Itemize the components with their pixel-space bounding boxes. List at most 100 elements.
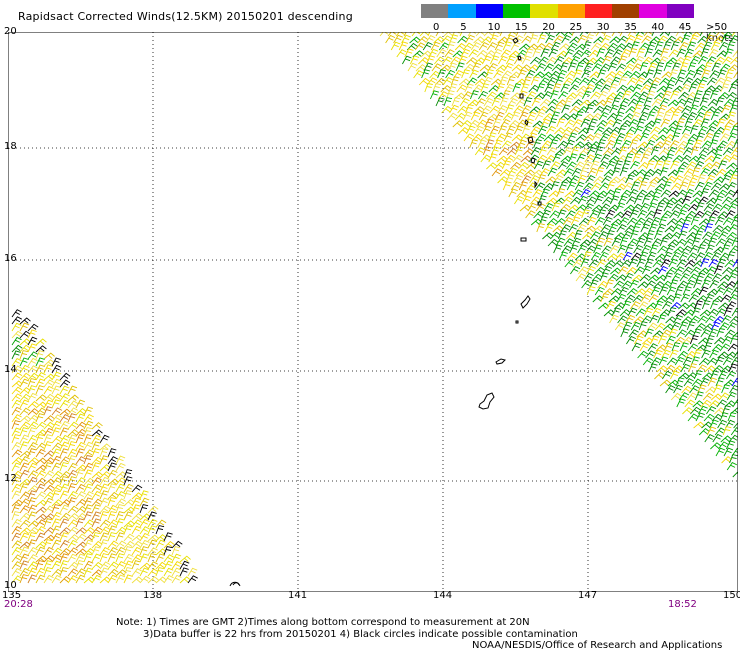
- wind-barb: [706, 56, 717, 65]
- wind-barb: [43, 406, 53, 416]
- wind-barb: [638, 321, 648, 331]
- wind-barb: [624, 294, 636, 303]
- wind-barb: [622, 321, 633, 331]
- wind-barb: [139, 546, 149, 556]
- wind-barb: [722, 287, 734, 296]
- wind-barb: [682, 55, 692, 65]
- wind-barb: [546, 197, 558, 205]
- wind-barb: [674, 197, 686, 205]
- wind-barb: [590, 182, 602, 191]
- wind-barb: [627, 238, 639, 247]
- wind-barb: [690, 406, 701, 415]
- wind-barb: [719, 343, 731, 352]
- wind-barb: [686, 231, 697, 240]
- wind-barb: [51, 539, 62, 549]
- wind-barb: [672, 365, 684, 373]
- wind-barb: [679, 133, 690, 142]
- wind-barb: [537, 34, 547, 44]
- wind-barb: [398, 41, 409, 51]
- wind-barb: [599, 133, 610, 142]
- wind-barb: [91, 429, 103, 437]
- wind-barb: [462, 91, 473, 100]
- wind-barb: [660, 189, 672, 198]
- wind-barb: [728, 363, 738, 373]
- wind-barb: [585, 175, 596, 184]
- wind-barb: [606, 42, 618, 51]
- wind-barb: [678, 161, 689, 170]
- wind-barb: [11, 414, 22, 423]
- wind-barb: [490, 125, 500, 135]
- wind-barb: [714, 356, 725, 366]
- wind-barb: [717, 160, 728, 170]
- wind-barb: [670, 302, 682, 310]
- wind-barb: [715, 168, 727, 177]
- wind-barb: [681, 245, 692, 254]
- wind-barb: [570, 77, 582, 86]
- wind-barb: [75, 434, 85, 444]
- wind-barb: [720, 83, 730, 93]
- wind-barb: [441, 105, 453, 114]
- wind-barb: [43, 539, 53, 549]
- wind-barb: [11, 399, 22, 409]
- wind-barb: [566, 252, 578, 261]
- wind-barb: [588, 49, 600, 58]
- wind-barb: [582, 160, 592, 170]
- wind-barb: [107, 532, 117, 542]
- wind-barb: [716, 50, 728, 58]
- wind-barb: [654, 322, 666, 331]
- wind-barb: [673, 246, 685, 254]
- wind-barb: [700, 329, 711, 338]
- wind-barb: [19, 491, 31, 500]
- wind-barb: [131, 484, 143, 493]
- wind-barb: [673, 36, 685, 44]
- wind-barb: [572, 119, 583, 128]
- wind-barb: [700, 258, 710, 268]
- wind-barb: [609, 104, 619, 114]
- wind-barb: [667, 32, 676, 37]
- wind-barb: [695, 412, 705, 422]
- wind-barb: [634, 288, 646, 296]
- wind-barb: [11, 470, 23, 479]
- wind-barb: [721, 384, 731, 394]
- wind-barb: [654, 253, 666, 261]
- wind-barb: [107, 547, 118, 556]
- wind-barb: [434, 56, 445, 65]
- wind-barb: [707, 237, 717, 247]
- wind-barb: [692, 119, 703, 128]
- wind-barb: [486, 91, 497, 100]
- wind-barb: [91, 441, 101, 451]
- wind-barb: [59, 385, 70, 395]
- wind-barb: [625, 314, 636, 324]
- wind-barb: [553, 244, 563, 254]
- wind-barb: [609, 36, 621, 44]
- wind-barb: [139, 497, 150, 507]
- wind-barb: [562, 77, 574, 86]
- wind-barb: [539, 32, 550, 37]
- wind-barb: [672, 223, 683, 233]
- wind-barb: [529, 175, 540, 184]
- wind-barb: [471, 62, 482, 72]
- wind-barb: [462, 42, 474, 51]
- wind-barb: [562, 57, 573, 65]
- wind-barb: [454, 112, 466, 121]
- wind-barb: [636, 48, 645, 58]
- wind-barb: [655, 134, 667, 142]
- wind-barb: [163, 560, 174, 570]
- wind-barb: [713, 105, 725, 114]
- wind-barb: [575, 204, 587, 212]
- wind-barb: [698, 55, 708, 65]
- wind-barb: [27, 336, 38, 346]
- wind-barb: [481, 36, 493, 44]
- wind-barb: [59, 414, 70, 423]
- wind-barb: [557, 140, 568, 149]
- wind-barb: [473, 36, 485, 44]
- wind-barb: [665, 106, 677, 114]
- wind-barb: [534, 160, 544, 170]
- wind-barb: [75, 399, 86, 409]
- wind-barb: [418, 77, 430, 86]
- wind-barb: [139, 490, 149, 500]
- wind-barb: [615, 202, 626, 212]
- wind-barb: [661, 210, 672, 219]
- wind-barb: [732, 398, 738, 408]
- wind-barb: [697, 384, 707, 394]
